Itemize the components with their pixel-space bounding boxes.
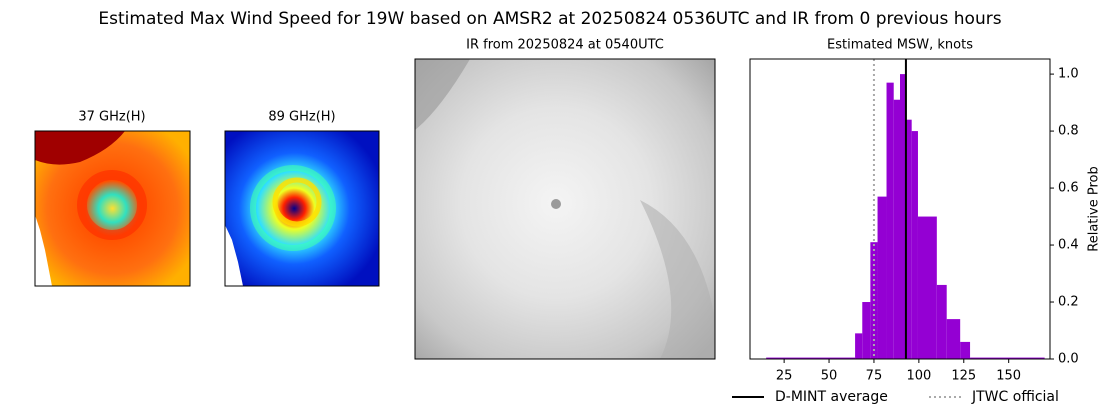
bar [855, 333, 863, 359]
legend-label: D-MINT average [775, 389, 888, 405]
plot: 25 50 75 100 125 150 0.0 0.2 0.4 0.6 0.8 1.0 D-MINT … [732, 58, 1079, 405]
y-tick-label: 0.8 [1058, 124, 1079, 139]
bar [900, 74, 907, 359]
x-tick-label: 125 [951, 369, 976, 384]
bar [960, 341, 971, 359]
bar [886, 82, 894, 359]
y-tick-label: 0.6 [1058, 181, 1079, 196]
x-tick-label: 75 [866, 369, 883, 384]
bar [906, 119, 912, 359]
y-axis-label: Relative Prob [1087, 166, 1100, 251]
image-37ghz [34, 130, 191, 287]
panel-title: 89 GHz(H) [268, 110, 335, 125]
y-tick-label: 0.2 [1058, 295, 1079, 310]
legend-label: JTWC official [971, 389, 1059, 405]
panel-title: 37 GHz(H) [78, 110, 145, 125]
y-tick-label: 0.0 [1058, 352, 1079, 367]
figure-title: Estimated Max Wind Speed for 19W based o… [98, 9, 1001, 29]
bar [917, 216, 937, 359]
bar [936, 284, 947, 359]
bar [766, 357, 856, 359]
y-tick-label: 0.4 [1058, 238, 1079, 253]
bar [946, 319, 961, 359]
y-tick-label: 1.0 [1058, 67, 1079, 82]
bar [970, 357, 1045, 359]
bar [877, 196, 887, 359]
image-89ghz [224, 130, 380, 287]
bar [893, 99, 900, 360]
x-tick-label: 50 [821, 369, 838, 384]
x-tick-label: 25 [776, 369, 793, 384]
bar [862, 302, 871, 359]
bar [911, 131, 918, 359]
image-ir [414, 58, 716, 360]
x-tick-label: 100 [906, 369, 931, 384]
plot-frame [749, 58, 1051, 360]
x-tick-label: 150 [996, 369, 1021, 384]
panel-title: IR from 20250824 at 0540UTC [466, 38, 664, 53]
chart-title: Estimated MSW, knots [827, 38, 973, 53]
